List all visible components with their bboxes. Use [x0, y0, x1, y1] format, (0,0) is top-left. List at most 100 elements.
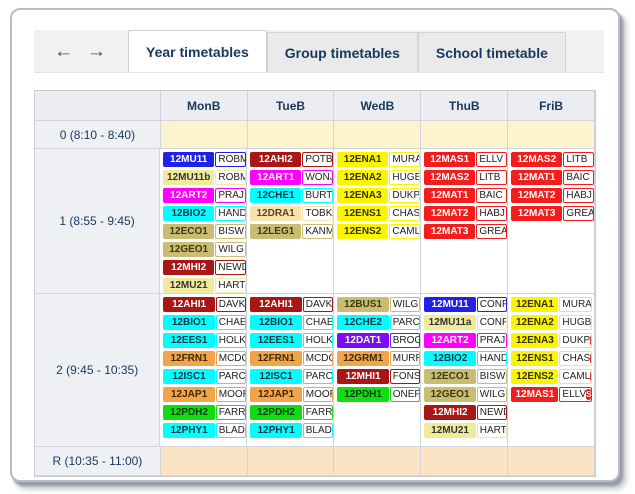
timetable-entry[interactable]: 12FRN1 MCDC [250, 351, 334, 366]
timetable-entry[interactable]: 12MU11b ROBM [163, 170, 246, 185]
teacher-code-box: HART [476, 423, 508, 438]
timetable-entry[interactable]: 12EES1 HOLK [163, 333, 247, 348]
timetable-entry[interactable]: 12BIO1 CHAE [163, 315, 247, 330]
substitution-badge-icon: S [590, 353, 592, 364]
tab-group-timetables[interactable]: Group timetables [266, 32, 418, 72]
timetable-entry[interactable]: 12ENA1MURAS [511, 297, 594, 312]
timetable-entry[interactable]: 12ART1 WONJ [250, 170, 333, 185]
timetable-entry[interactable]: 12ENA2HUGBS [511, 315, 594, 330]
timetable-entry[interactable]: 12MU11 ROBM [163, 152, 246, 167]
timetable-entry[interactable]: 12EES1 HOLK [250, 333, 334, 348]
corner-cell [35, 91, 161, 121]
timetable-entry[interactable]: 12BUS1 WILG [337, 297, 421, 312]
day-column-header-tueb: TueB [247, 91, 335, 121]
timetable-entry[interactable]: 12AHI2 POTB [250, 152, 333, 167]
teacher-code-box: HUGBS [559, 315, 592, 330]
timetable-entry[interactable]: 12MU11a CONP [424, 315, 508, 330]
timetable-entry[interactable]: 12PHY1 BLAD [250, 423, 334, 438]
timetable-entry[interactable]: 12ENS1 CHAS [337, 206, 420, 221]
timetable-entry[interactable]: 12MAT3 GREA [511, 206, 594, 221]
timetable-window: ← → Year timetables Group timetables Schoo… [10, 8, 620, 482]
class-code-chip: 12ENS2 [511, 369, 559, 384]
timetable-entry[interactable]: 12MHI1 FONS [337, 369, 421, 384]
timetable-entry[interactable]: 12MAS1 ELLV S [511, 387, 594, 402]
class-code-chip: 12ENA2 [511, 315, 559, 330]
timetable-entry[interactable]: 12MAS1 ELLV [424, 152, 507, 167]
timetable-entry[interactable]: 12MAS2 LITB [511, 152, 594, 167]
timetable-entry[interactable]: 12ENS2CAMLS [511, 369, 594, 384]
class-code-chip: 12MU11a [424, 315, 476, 330]
timetable-entry[interactable]: 12MAT1 BAIC [511, 170, 594, 185]
timetable-entry[interactable]: 12FRN1 MCDC [163, 351, 247, 366]
timetable-entry[interactable]: 12BIO2 HAND [424, 351, 508, 366]
class-code-chip: 12FRN1 [250, 351, 302, 366]
teacher-code-box: HAND [215, 206, 246, 221]
timetable-entry[interactable]: 12ART2 PRAJ [424, 333, 508, 348]
timetable-entry[interactable]: 12PDH2 FARR [163, 405, 247, 420]
timetable-entry[interactable]: 12CHE2 PARC [337, 315, 421, 330]
class-code-chip: 12ECO1 [424, 369, 476, 384]
period-row-2: 2 (9:45 - 10:35) 12AHI1 DAVK 12BIO1 CHAE 12EE… [35, 294, 595, 447]
timetable-entry[interactable]: 12MAT3 GREA [424, 224, 507, 239]
timetable-entry[interactable]: 12MAT2 HABJ [424, 206, 507, 221]
timetable-entry[interactable]: 12DAT1 BROG [337, 333, 421, 348]
timetable-entry[interactable]: 12BIO1 CHAE [250, 315, 334, 330]
timetable-entry[interactable]: 12MU21 HART [424, 423, 508, 438]
teacher-code-box: PARC [302, 369, 334, 384]
class-code-chip: 12DRA1 [250, 206, 302, 221]
timetable-entry[interactable]: 12MAT1 BAIC [424, 188, 507, 203]
tab-school-timetable[interactable]: School timetable [417, 32, 566, 72]
teacher-code-box: BISW [476, 369, 508, 384]
timetable-entry[interactable]: 12ISC1 PARC [163, 369, 247, 384]
forward-arrow-icon[interactable]: → [87, 40, 106, 62]
day-column-header-wedb: WedB [334, 91, 422, 121]
teacher-code-box: HABJ [563, 188, 594, 203]
timetable-entry[interactable]: 12MU11 CONP [424, 297, 508, 312]
tab-year-timetables[interactable]: Year timetables [128, 30, 267, 72]
timetable-entry[interactable]: 12DRA1 TOBK [250, 206, 333, 221]
timetable-entry[interactable]: 12AHI1 DAVK [163, 297, 247, 312]
timetable-entry[interactable]: 12ENS1CHASS [511, 351, 594, 366]
timetable-entry[interactable]: 12ART2 PRAJ [163, 188, 246, 203]
timetable-entry[interactable]: 12MHI2 NEWD [163, 260, 246, 275]
class-code-chip: 12CHE2 [337, 315, 389, 330]
timetable-entry[interactable]: 12ENA1 MURA [337, 152, 420, 167]
class-code-chip: 12BIO1 [250, 315, 302, 330]
timetable-entry[interactable]: 12MAS2 LITB [424, 170, 507, 185]
teacher-code-box: LITB [476, 170, 507, 185]
timetable-entry[interactable]: 12PHY1 BLAD [163, 423, 247, 438]
timetable-entry[interactable]: 12MAT2 HABJ [511, 188, 594, 203]
timetable-entry[interactable]: 12ISC1 PARC [250, 369, 334, 384]
timetable-entry[interactable]: 12JAP1MOOR [163, 387, 247, 402]
timetable-entry[interactable]: 12PDH2 FARR [250, 405, 334, 420]
timetable-cell-frib-R [508, 447, 595, 476]
teacher-code-box: BAIC [476, 188, 507, 203]
timetable-cell-monb-2: 12AHI1 DAVK 12BIO1 CHAE 12EES1 HOLK 12FRN1 MCDC… [160, 294, 248, 447]
timetable-entry[interactable]: 12PDH1 ONEP [337, 387, 421, 402]
timetable-entry[interactable]: 12GEO1 WILG [424, 387, 508, 402]
teacher-code-box: LITB [563, 152, 594, 167]
teacher-code-box: DUKP [389, 188, 420, 203]
timetable-entry[interactable]: 12AHI1 DAVK [250, 297, 334, 312]
timetable-entry[interactable]: 12ENA3 DUKP [337, 188, 420, 203]
teacher-code-box: PARC [215, 369, 247, 384]
class-code-chip: 12PHY1 [250, 423, 302, 438]
timetable-entry[interactable]: 12MHI2 NEWD [424, 405, 508, 420]
timetable-cell-wedb-0 [334, 121, 422, 149]
timetable-cell-monb-0 [160, 121, 248, 149]
timetable-entry[interactable]: 12JAP1MOOR [250, 387, 334, 402]
back-arrow-icon[interactable]: ← [54, 40, 73, 62]
timetable-entry[interactable]: 12BIO2 HAND [163, 206, 246, 221]
timetable-entry[interactable]: 12ECO1 BISW [424, 369, 508, 384]
timetable-entry[interactable]: 12ENA2 HUGB [337, 170, 420, 185]
timetable-entry[interactable]: 12GEO1 WILG [163, 242, 246, 257]
timetable-entry[interactable]: 12GRM1 MURR [337, 351, 421, 366]
timetable-entry[interactable]: 12ENA3DUKPS [511, 333, 594, 348]
timetable-entry[interactable]: 12ECO1 BISW [163, 224, 246, 239]
timetable-entry[interactable]: 12LEG1 KANM [250, 224, 333, 239]
class-code-chip: 12BIO1 [163, 315, 215, 330]
timetable-entry[interactable]: 12MU21 HART [163, 278, 246, 293]
class-code-chip: 12AHI1 [250, 297, 302, 312]
timetable-entry[interactable]: 12ENS2 CAML [337, 224, 420, 239]
timetable-entry[interactable]: 12CHE1 BURT [250, 188, 333, 203]
